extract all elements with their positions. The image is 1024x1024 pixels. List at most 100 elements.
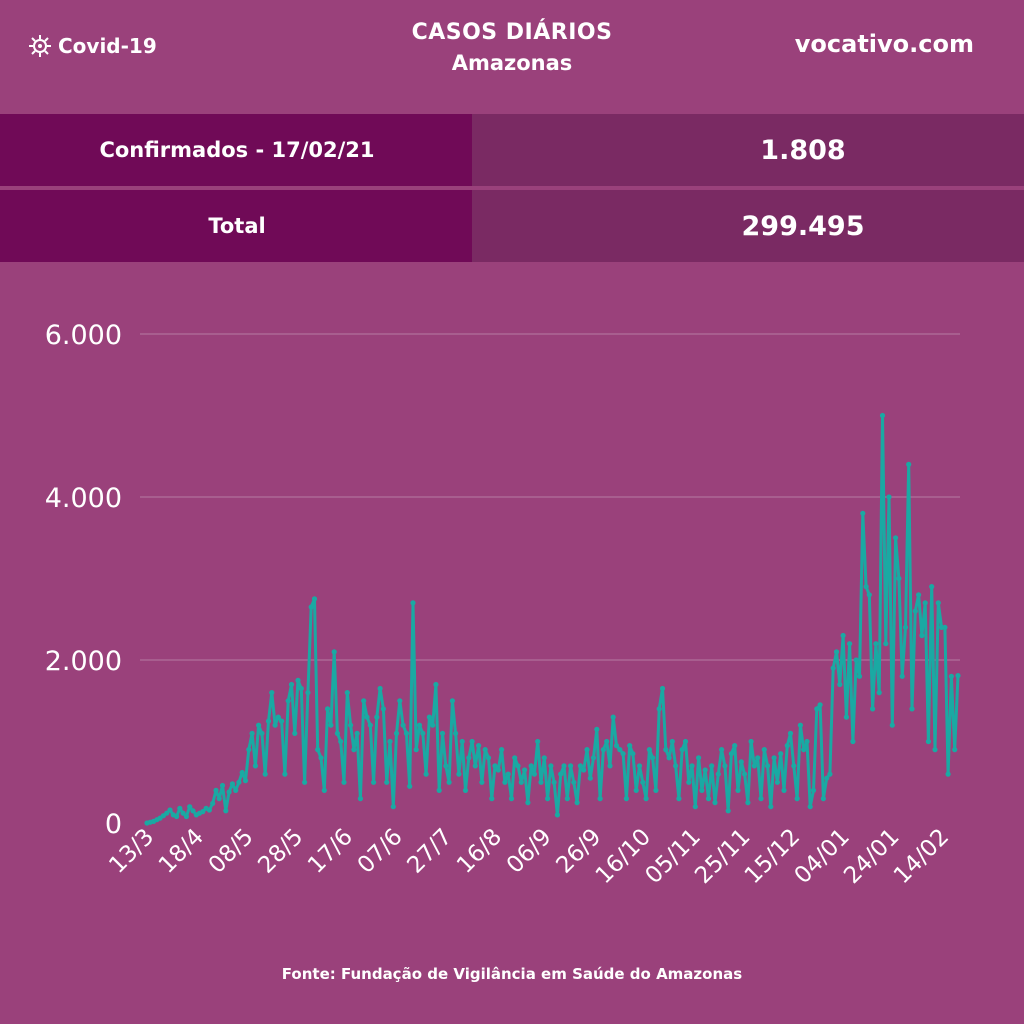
data-point — [666, 755, 672, 761]
data-point — [909, 706, 915, 712]
data-point — [531, 771, 538, 777]
data-point — [584, 747, 590, 753]
data-point — [709, 763, 715, 769]
data-point — [302, 779, 308, 785]
data-point — [361, 698, 367, 704]
data-point — [384, 779, 390, 785]
data-point — [479, 779, 485, 785]
x-tick-label: 16/10 — [591, 824, 656, 889]
data-point — [377, 685, 383, 692]
data-point — [380, 706, 386, 712]
data-point — [696, 755, 702, 761]
x-tick-label: 25/11 — [690, 824, 755, 889]
x-tick-label: 15/12 — [740, 824, 805, 889]
data-point — [472, 763, 478, 769]
data-point — [508, 796, 515, 802]
data-point — [357, 796, 363, 802]
data-point — [784, 743, 790, 749]
data-point — [659, 685, 666, 692]
data-point — [738, 759, 744, 765]
data-point — [916, 592, 922, 598]
data-point — [765, 763, 771, 769]
data-point — [876, 690, 882, 696]
data-point — [420, 730, 426, 736]
data-point — [860, 510, 866, 516]
data-point — [837, 681, 843, 688]
data-point — [689, 763, 695, 769]
brand-label: Covid-19 — [58, 34, 157, 58]
y-tick-label: 4.000 — [45, 483, 122, 514]
brand: Covid-19 — [28, 34, 157, 58]
data-point — [587, 775, 593, 781]
data-point — [827, 771, 833, 777]
data-point — [439, 730, 446, 736]
data-point — [830, 665, 836, 671]
data-point — [896, 575, 902, 582]
data-point — [187, 804, 193, 810]
data-point — [223, 808, 229, 814]
data-point — [443, 763, 449, 769]
data-point — [311, 596, 318, 602]
data-point — [174, 813, 180, 820]
data-point — [518, 779, 524, 785]
data-point — [190, 808, 196, 814]
data-point — [850, 738, 856, 745]
y-tick-label: 6.000 — [45, 320, 122, 351]
data-point — [164, 810, 170, 816]
stat-row-total: Total 299.495 — [0, 190, 1024, 262]
data-point — [259, 730, 265, 736]
data-point — [374, 714, 380, 720]
data-point — [344, 690, 350, 696]
data-point — [797, 722, 804, 728]
data-point — [236, 779, 242, 785]
data-point — [545, 796, 551, 802]
data-point — [354, 730, 360, 736]
data-point — [482, 747, 488, 753]
data-point — [525, 800, 531, 806]
data-point — [541, 755, 547, 761]
data-point — [581, 767, 587, 773]
data-point — [952, 747, 958, 753]
data-point — [459, 738, 465, 745]
x-tick-label: 08/5 — [204, 824, 259, 879]
data-point — [840, 632, 846, 639]
data-point — [778, 751, 784, 757]
site-link[interactable]: vocativo.com — [794, 30, 974, 58]
data-point — [847, 641, 853, 647]
data-point — [620, 751, 626, 757]
data-point — [249, 730, 255, 736]
data-point — [781, 787, 787, 793]
data-point — [732, 743, 738, 749]
data-point — [636, 763, 643, 769]
data-point — [935, 600, 941, 606]
data-point — [558, 771, 564, 777]
x-tick-label: 24/01 — [839, 824, 904, 889]
data-point — [538, 779, 544, 785]
data-point — [548, 763, 554, 769]
chart-svg: 02.0004.0006.00013/318/408/528/517/607/6… — [45, 320, 961, 889]
data-point — [423, 771, 429, 777]
data-point — [751, 763, 758, 769]
page-title: CASOS DIÁRIOS — [411, 20, 613, 45]
data-point — [387, 738, 393, 745]
data-point — [646, 747, 653, 753]
data-point — [768, 804, 774, 810]
data-point — [528, 763, 534, 769]
data-point — [719, 747, 725, 753]
data-point — [561, 763, 567, 769]
chart-header: CASOS DIÁRIOS Amazonas — [0, 20, 1024, 75]
data-point — [955, 673, 961, 679]
data-point — [446, 779, 452, 785]
data-point — [285, 698, 291, 704]
data-point — [630, 751, 636, 757]
data-point — [676, 796, 682, 802]
data-point — [633, 787, 639, 793]
data-point — [712, 800, 718, 806]
data-point — [653, 787, 659, 793]
data-point — [866, 592, 872, 598]
x-tick-label: 27/7 — [402, 824, 457, 879]
data-point — [610, 714, 616, 720]
data-point — [462, 787, 469, 793]
data-point — [226, 789, 232, 795]
data-point — [397, 698, 403, 704]
